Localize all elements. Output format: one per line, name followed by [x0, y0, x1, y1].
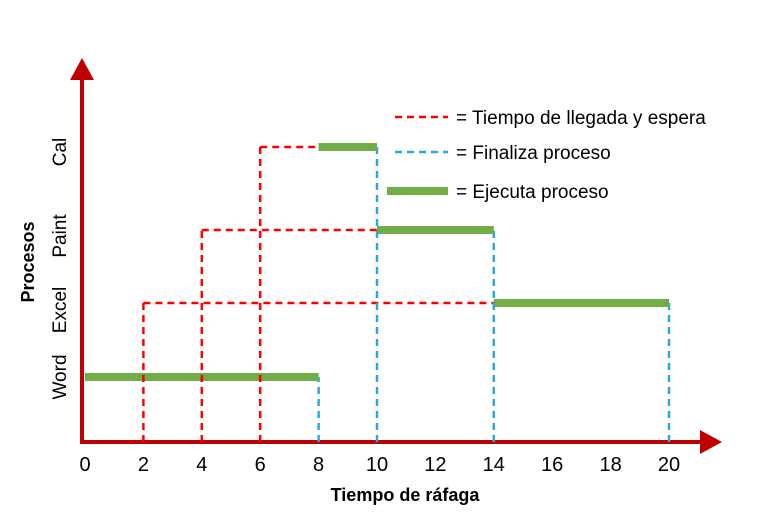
y-category-excel: Excel	[50, 287, 71, 333]
y-axis-arrow	[70, 58, 94, 80]
x-tick-10: 10	[366, 454, 388, 476]
legend-label-finish: = Finaliza proceso	[456, 143, 611, 164]
x-tick-4: 4	[196, 454, 207, 476]
legend: = Tiempo de llegada y espera = Finaliza …	[387, 108, 706, 203]
x-tick-2: 2	[138, 454, 149, 476]
y-category-paint: Paint	[50, 214, 71, 258]
x-tick-14: 14	[483, 454, 505, 476]
y-category-word: Word	[50, 354, 71, 399]
y-axis-title: Procesos	[18, 221, 38, 302]
x-tick-18: 18	[599, 454, 621, 476]
x-axis-arrow	[700, 430, 722, 454]
legend-label-wait: = Tiempo de llegada y espera	[456, 108, 706, 129]
x-tick-20: 20	[658, 454, 680, 476]
x-tick-16: 16	[541, 454, 563, 476]
x-tick-6: 6	[255, 454, 266, 476]
x-tick-8: 8	[313, 454, 324, 476]
x-axis-title: Tiempo de ráfaga	[331, 485, 481, 505]
legend-label-exec: = Ejecuta proceso	[456, 182, 609, 203]
y-category-cal: Cal	[50, 138, 71, 167]
x-tick-0: 0	[79, 454, 90, 476]
x-tick-12: 12	[424, 454, 446, 476]
